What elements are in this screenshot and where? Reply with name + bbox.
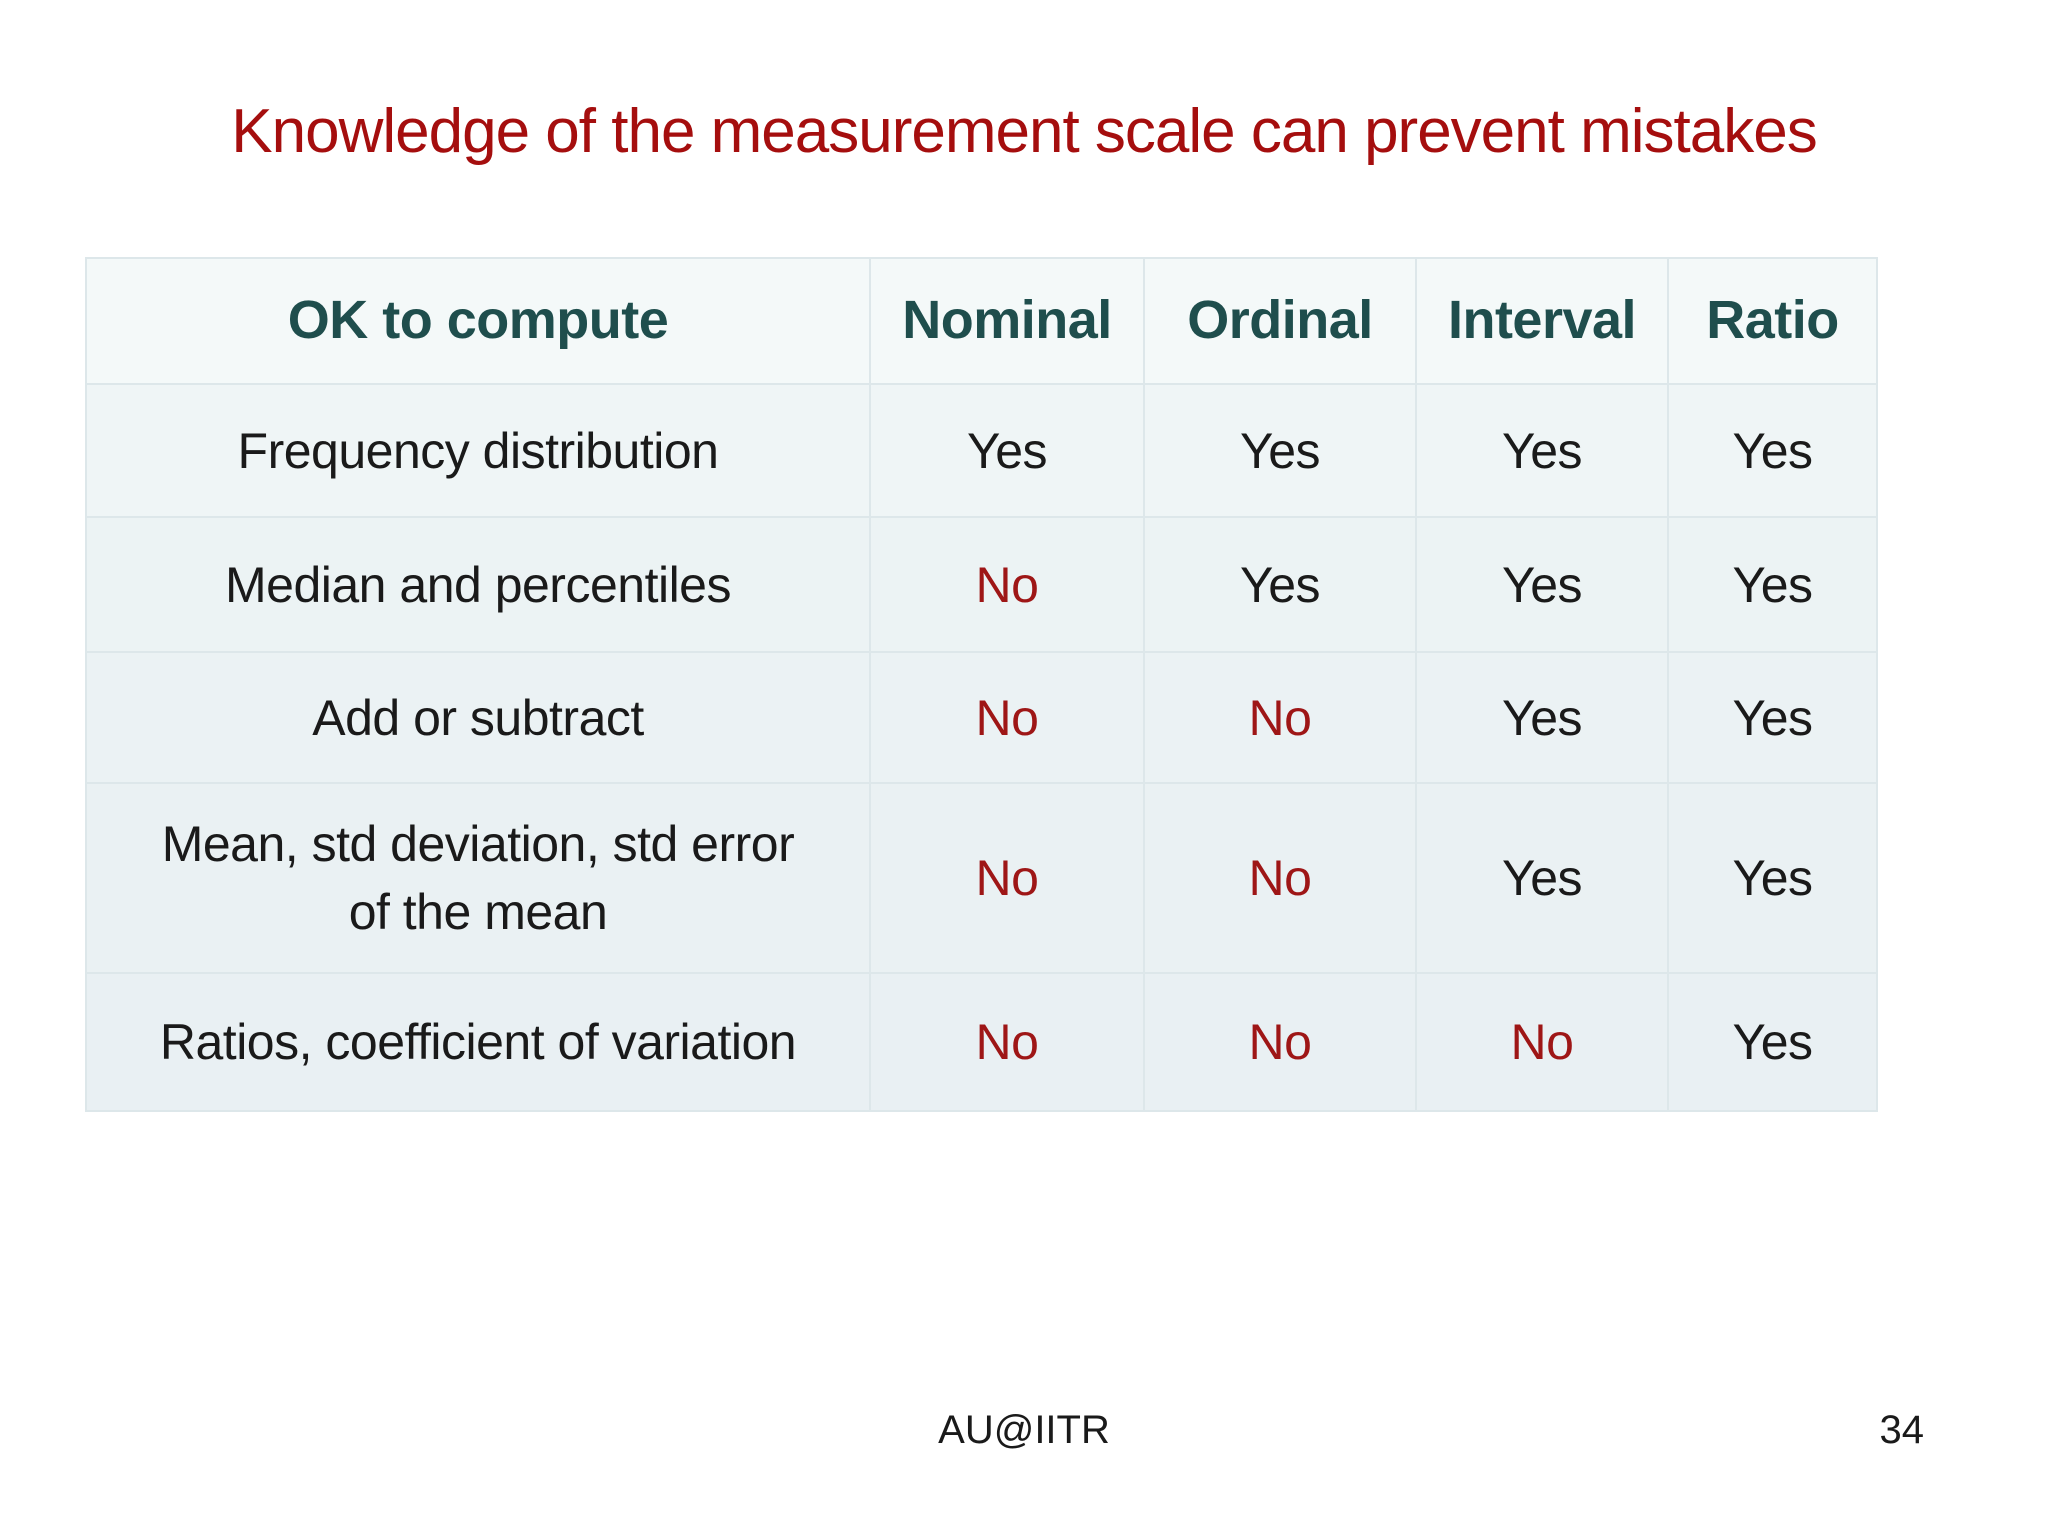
value-cell: No (871, 518, 1145, 651)
value-cell: No (1145, 653, 1417, 782)
measurement-scale-table: OK to compute Nominal Ordinal Interval R… (85, 257, 1878, 1112)
value-cell: Yes (1145, 518, 1417, 651)
table-row: Add or subtract No No Yes Yes (87, 653, 1876, 784)
value-cell: Yes (1732, 422, 1813, 479)
column-header-interval: Interval (1417, 259, 1669, 383)
value-cell: Yes (1732, 556, 1813, 613)
value-cell: No (1417, 974, 1669, 1110)
column-header-ratio: Ratio (1706, 290, 1839, 351)
row-label: Frequency distribution (87, 385, 871, 516)
value-cell: Yes (1145, 385, 1417, 516)
table-row: Ratios, coefficient of variation No No N… (87, 974, 1876, 1110)
value-cell: Yes (1732, 1014, 1813, 1070)
column-header-nominal: Nominal (871, 259, 1145, 383)
value-cell: Yes (1417, 784, 1669, 972)
footer: AU@IITR (0, 1408, 2048, 1453)
value-cell: No (871, 653, 1145, 782)
table-header-row: OK to compute Nominal Ordinal Interval R… (87, 259, 1876, 385)
value-cell: No (1145, 784, 1417, 972)
column-header-ordinal: Ordinal (1145, 259, 1417, 383)
table-row: Median and percentiles No Yes Yes Yes (87, 518, 1876, 653)
value-cell: No (871, 784, 1145, 972)
value-cell: Yes (1417, 653, 1669, 782)
table-row: Mean, std deviation, std error of the me… (87, 784, 1876, 974)
table-row: Frequency distribution Yes Yes Yes Yes (87, 385, 1876, 518)
value-cell: Yes (1732, 689, 1813, 746)
value-cell: No (871, 974, 1145, 1110)
row-label: Ratios, coefficient of variation (87, 974, 871, 1110)
value-cell: Yes (1732, 850, 1813, 906)
slide-title: Knowledge of the measurement scale can p… (231, 97, 1817, 166)
row-label: Median and percentiles (87, 518, 871, 651)
footer-text: AU@IITR (938, 1408, 1110, 1452)
value-cell: Yes (1417, 385, 1669, 516)
column-header-ok-to-compute: OK to compute (87, 259, 871, 383)
page-number: 34 (1879, 1408, 1925, 1452)
value-cell: Yes (871, 385, 1145, 516)
value-cell: Yes (1417, 518, 1669, 651)
row-label: Mean, std deviation, std error of the me… (87, 784, 871, 972)
row-label: Add or subtract (87, 653, 871, 782)
value-cell: No (1145, 974, 1417, 1110)
